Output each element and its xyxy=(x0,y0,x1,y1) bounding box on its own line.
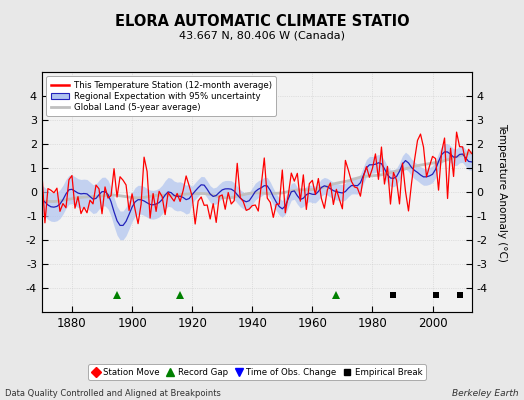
Text: 43.667 N, 80.406 W (Canada): 43.667 N, 80.406 W (Canada) xyxy=(179,30,345,40)
Legend: Station Move, Record Gap, Time of Obs. Change, Empirical Break: Station Move, Record Gap, Time of Obs. C… xyxy=(88,364,425,380)
Text: Berkeley Earth: Berkeley Earth xyxy=(452,389,519,398)
Text: Data Quality Controlled and Aligned at Breakpoints: Data Quality Controlled and Aligned at B… xyxy=(5,389,221,398)
Y-axis label: Temperature Anomaly (°C): Temperature Anomaly (°C) xyxy=(497,122,507,262)
Text: ELORA AUTOMATIC CLIMATE STATIO: ELORA AUTOMATIC CLIMATE STATIO xyxy=(115,14,409,29)
